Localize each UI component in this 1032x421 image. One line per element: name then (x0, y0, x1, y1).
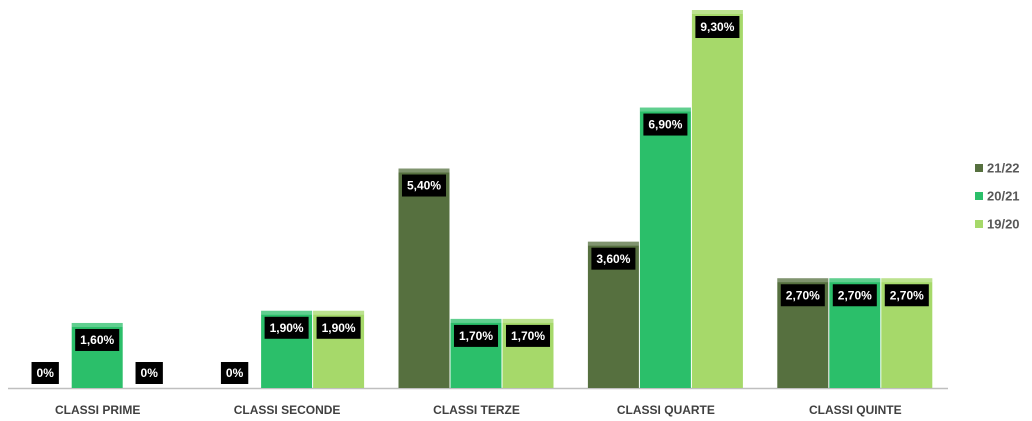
value-label: 9,30% (695, 16, 740, 38)
value-label-text: 5,40% (407, 179, 441, 193)
value-label-text: 6,90% (648, 118, 682, 132)
value-label-box (401, 174, 447, 197)
legend-swatch (975, 220, 983, 228)
value-label-text: 1,90% (270, 321, 304, 335)
value-label-text: 2,70% (838, 288, 872, 302)
value-label-text: 0% (226, 366, 244, 380)
legend-label: 19/20 (987, 216, 1020, 231)
value-label-box (505, 324, 551, 347)
value-label-text: 1,90% (322, 321, 356, 335)
x-tick-label: CLASSI QUARTE (617, 403, 715, 417)
bar-cap (502, 318, 554, 323)
value-label-box (591, 247, 636, 270)
value-label-box (264, 316, 309, 339)
bar-cap (777, 278, 829, 283)
bar-cap (639, 107, 691, 112)
value-label: 1,70% (505, 324, 551, 347)
bar-cap (587, 241, 639, 246)
value-label-text: 1,60% (80, 333, 114, 347)
value-label: 5,40% (401, 174, 447, 197)
value-label-text: 1,70% (511, 329, 545, 343)
value-label: 3,60% (591, 247, 636, 270)
value-label: 0% (220, 362, 249, 384)
value-label-text: 0% (141, 366, 159, 380)
x-tick-label: CLASSI QUINTE (809, 403, 902, 417)
bar-cap (261, 310, 313, 315)
value-label: 2,70% (832, 284, 877, 307)
value-label-box (884, 284, 929, 307)
bar-cap (313, 310, 365, 315)
bar-cap (829, 278, 881, 283)
value-label-box (832, 284, 877, 307)
legend-swatch (975, 164, 983, 172)
bar-cap (691, 10, 743, 14)
x-tick-label: CLASSI TERZE (433, 403, 520, 417)
x-tick-label: CLASSI SECONDE (234, 403, 341, 417)
legend-label: 21/22 (987, 160, 1020, 175)
value-label-box (643, 113, 688, 136)
value-label-box (695, 16, 740, 38)
bar (398, 168, 450, 388)
value-label-text: 2,70% (786, 288, 820, 302)
value-label: 2,70% (780, 284, 825, 307)
value-label-box (220, 362, 249, 384)
bar (639, 107, 691, 388)
value-label-text: 3,60% (596, 252, 630, 266)
legend-label: 20/21 (987, 188, 1020, 203)
value-label-box (316, 316, 361, 339)
value-label: 1,70% (453, 324, 499, 347)
bar (691, 10, 743, 388)
value-label: 1,90% (316, 316, 361, 339)
value-label-text: 2,70% (890, 288, 924, 302)
bar-cap (71, 322, 123, 327)
value-label: 1,60% (75, 328, 120, 351)
value-label-text: 9,30% (700, 20, 734, 34)
value-label-box (453, 324, 499, 347)
value-label-box (135, 362, 163, 384)
value-label: 1,90% (264, 316, 309, 339)
value-label-box (75, 328, 120, 351)
value-label-box (780, 284, 825, 307)
value-label: 6,90% (643, 113, 688, 136)
bar-cap (881, 278, 933, 283)
x-tick-label: CLASSI PRIME (55, 403, 140, 417)
value-label: 2,70% (884, 284, 929, 307)
bar-cap (398, 168, 450, 173)
legend-swatch (975, 192, 983, 200)
value-label-box (31, 362, 59, 384)
value-label: 0% (135, 362, 163, 384)
value-label-text: 1,70% (459, 329, 493, 343)
value-label: 0% (31, 362, 59, 384)
bar-cap (450, 318, 502, 323)
value-label-text: 0% (37, 366, 55, 380)
